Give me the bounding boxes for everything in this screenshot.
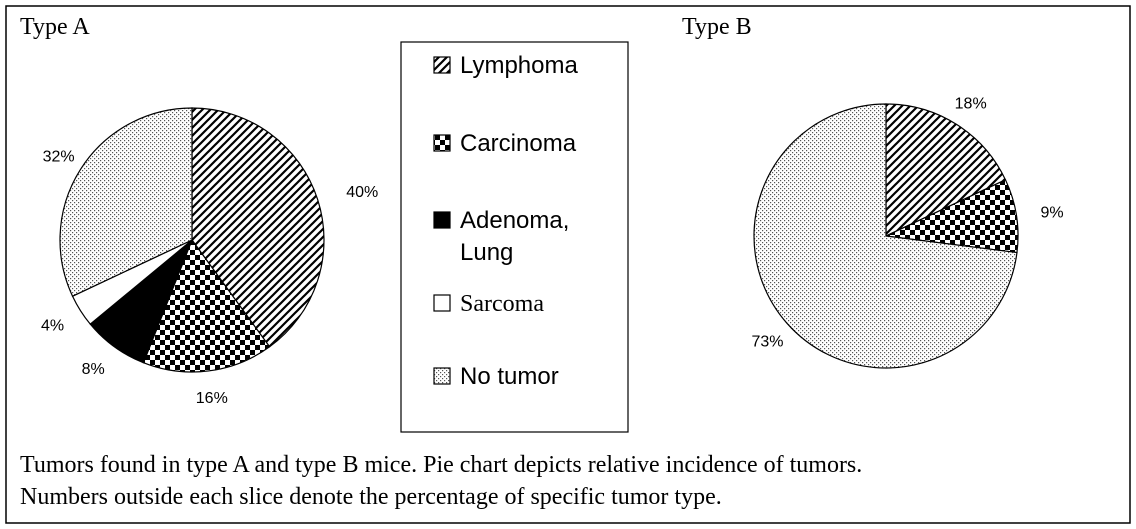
legend-label-sarcoma: Sarcoma <box>460 291 544 317</box>
pie-data-label-no-tumor: 32% <box>43 148 75 165</box>
legend-swatch-no-tumor <box>433 367 451 385</box>
legend-swatch-adenoma-lung <box>433 211 451 229</box>
pie-data-label-no-tumor: 73% <box>751 333 783 350</box>
pie-title-type-a: Type A <box>20 14 90 40</box>
pie-data-label-carcinoma: 9% <box>1040 204 1063 221</box>
pie-data-label-adenoma-lung: 8% <box>82 361 105 378</box>
legend-label-adenoma-lung: Adenoma, Lung <box>460 207 569 266</box>
pie-slice-carcinoma <box>142 238 271 373</box>
pie-slice-lymphoma <box>191 107 325 348</box>
caption-line-2: Numbers outside each slice denote the pe… <box>20 484 722 510</box>
legend-label-lymphoma: Lymphoma <box>460 52 578 79</box>
legend-swatch-sarcoma <box>433 294 451 312</box>
pie-data-label-carcinoma: 16% <box>196 390 228 407</box>
legend: Lymphoma Carcinoma Adenoma, Lung Sarcoma No t… <box>433 52 578 390</box>
legend-label-no-tumor: No tumor <box>460 363 559 390</box>
pie-slice-no-tumor <box>753 103 1018 369</box>
pie-data-label-sarcoma: 4% <box>41 318 64 335</box>
legend-label-carcinoma: Carcinoma <box>460 130 577 157</box>
pie-data-label-lymphoma: 40% <box>346 184 378 201</box>
pie-title-type-b: Type B <box>682 14 752 40</box>
pie-slice-no-tumor <box>59 107 193 298</box>
legend-box <box>400 41 629 433</box>
pie-data-label-lymphoma: 18% <box>955 96 987 113</box>
pie-slice-lymphoma <box>885 103 1007 237</box>
legend-swatch-lymphoma <box>433 56 451 74</box>
caption-line-1: Tumors found in type A and type B mice. … <box>20 452 862 478</box>
pie-chart-type-b: 18% 9% 73% <box>751 96 1064 369</box>
legend-swatch-carcinoma <box>433 134 451 152</box>
pie-chart-type-a: 40% 16% 8% 4% 32% <box>41 107 378 407</box>
